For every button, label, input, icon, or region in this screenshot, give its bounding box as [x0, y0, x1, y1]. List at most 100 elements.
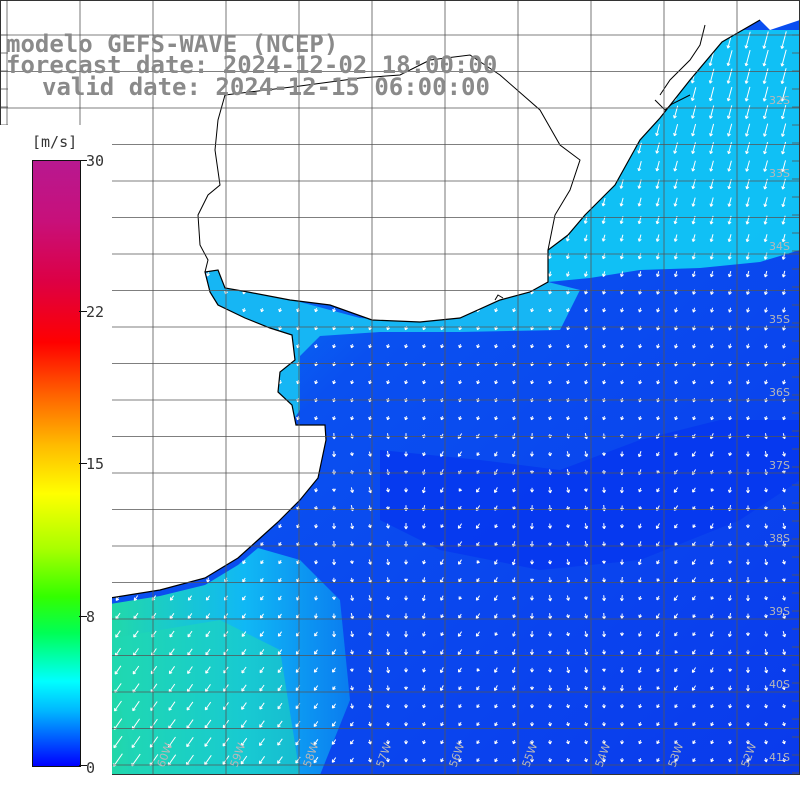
wind-arrow [332, 343, 337, 349]
wind-arrow [548, 559, 552, 565]
wind-arrow [242, 560, 246, 565]
wind-arrow [476, 343, 481, 349]
wind-arrow [259, 684, 265, 692]
lat-label: 35S [769, 313, 790, 326]
wind-arrow [494, 703, 498, 709]
wind-arrow [655, 124, 660, 137]
wind-arrow [764, 595, 768, 601]
wind-arrow [764, 415, 769, 421]
wind-arrow [674, 415, 679, 421]
wind-arrow [458, 379, 463, 385]
wind-arrow [620, 632, 624, 636]
wind-arrow [529, 451, 534, 457]
wind-arrow [494, 415, 499, 421]
wind-arrow [332, 631, 337, 638]
wind-arrow [457, 523, 463, 529]
wind-arrow [656, 487, 660, 493]
wind-arrow [458, 722, 462, 727]
wind-arrow [529, 613, 534, 620]
wind-arrow [762, 68, 769, 84]
wind-arrow [780, 49, 787, 67]
wind-arrow [259, 738, 265, 746]
wind-arrow [404, 667, 409, 673]
wind-arrow [440, 415, 445, 421]
wind-arrow [278, 542, 282, 547]
wind-arrow [313, 703, 319, 709]
wind-arrow [132, 700, 140, 712]
wind-arrow [728, 452, 733, 457]
wind-arrow [656, 415, 661, 421]
wind-arrow [241, 631, 247, 637]
deep-core [380, 420, 800, 570]
wind-arrow [512, 595, 516, 601]
wind-arrow [368, 415, 373, 421]
wind-arrow [691, 271, 696, 278]
wind-arrow [691, 234, 696, 242]
wind-arrow [674, 379, 679, 385]
wind-arrow [512, 685, 516, 691]
wind-arrow [638, 685, 642, 691]
wind-arrow [494, 739, 498, 745]
wind-arrow [692, 722, 696, 727]
wind-arrow [404, 487, 409, 493]
wind-arrow [692, 415, 697, 421]
wind-arrow [584, 523, 589, 530]
wind-arrow [710, 613, 714, 619]
wind-arrow [186, 737, 194, 748]
wind-arrow [440, 632, 444, 637]
wind-arrow [350, 739, 354, 745]
wind-arrow [548, 415, 553, 421]
wind-arrow [494, 524, 498, 529]
wind-arrow [584, 631, 589, 638]
wind-arrow [313, 667, 319, 673]
wind-arrow [476, 577, 480, 583]
wind-arrow [530, 757, 535, 763]
wind-arrow [260, 595, 264, 601]
wind-arrow [566, 685, 571, 692]
wind-arrow [762, 86, 769, 102]
lat-label: 34S [769, 240, 790, 253]
wind-arrow [727, 160, 732, 172]
wind-arrow [494, 613, 498, 619]
wind-arrow [206, 271, 210, 277]
wind-arrow [727, 595, 732, 602]
wind-arrow [602, 560, 606, 564]
lat-tick-labels: 32S 33S 34S 35S 36S 37S 38S 39S 40S 41S [769, 94, 790, 764]
wind-arrow [674, 631, 678, 637]
wind-arrow [512, 614, 517, 619]
wind-arrow [332, 559, 337, 566]
wind-arrow [638, 739, 643, 745]
wind-arrow [764, 343, 768, 349]
wind-arrow [529, 630, 534, 638]
wind-arrow [186, 701, 194, 711]
wind-arrow [241, 613, 247, 619]
wind-arrow [745, 270, 750, 278]
wind-arrow [584, 379, 589, 385]
wind-arrow [638, 523, 642, 529]
wind-arrow [584, 307, 589, 313]
wind-arrow [781, 141, 787, 155]
wind-arrow [655, 631, 660, 638]
wind-arrow [728, 307, 732, 313]
wind-arrow [404, 523, 409, 530]
wind-arrow [547, 542, 552, 547]
lat-label: 32S [769, 94, 790, 107]
wind-arrow [240, 737, 248, 747]
wind-arrow [278, 560, 282, 565]
wind-arrow [602, 379, 607, 385]
wind-arrow [422, 757, 426, 763]
wind-arrow [350, 415, 355, 421]
wind-arrow [385, 739, 390, 745]
wind-arrow [421, 594, 426, 602]
wind-arrow [385, 721, 390, 727]
wind-arrow [745, 613, 750, 619]
wind-arrow [602, 668, 606, 672]
wind-arrow [691, 559, 697, 565]
wind-arrow [710, 721, 714, 727]
wind-arrow [421, 486, 426, 494]
wind-arrow [602, 415, 607, 421]
wind-arrow [781, 721, 786, 727]
wind-arrow [566, 307, 571, 313]
wind-arrow [530, 667, 535, 673]
wind-arrow [764, 666, 769, 674]
